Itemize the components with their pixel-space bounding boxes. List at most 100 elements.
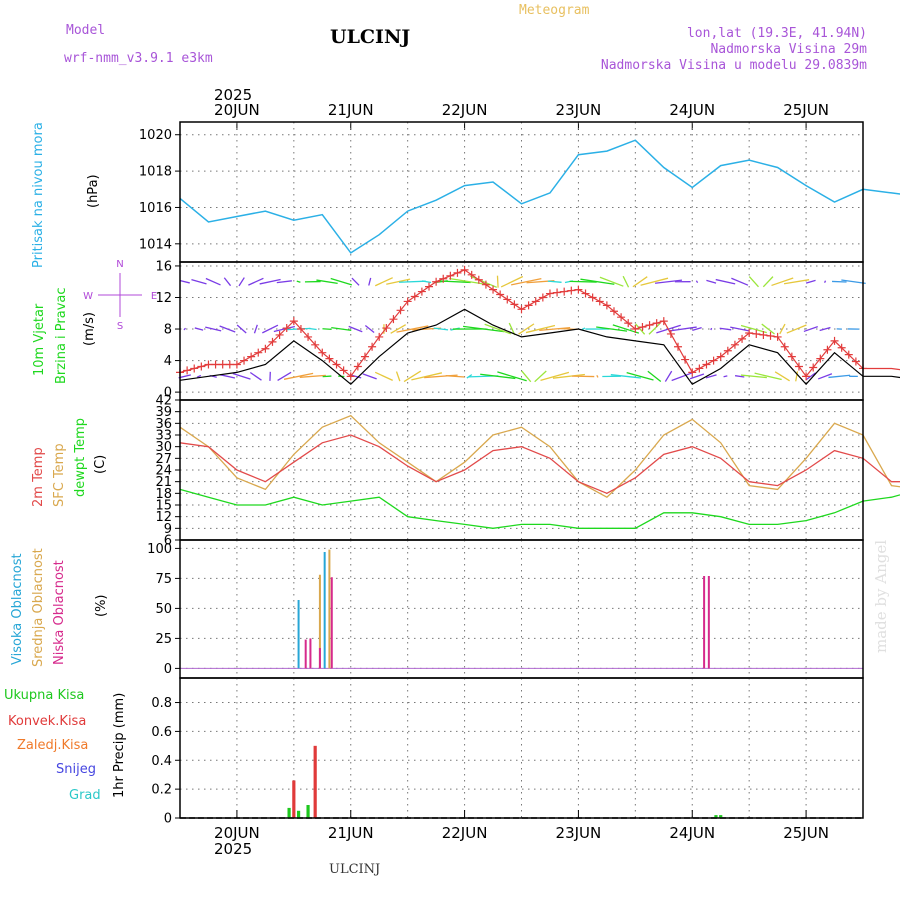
wind-arrow bbox=[539, 327, 571, 332]
wind-arrow bbox=[774, 371, 790, 382]
wind-arrow bbox=[259, 278, 281, 285]
wind-arrow bbox=[580, 278, 615, 285]
wind-arrow bbox=[368, 277, 372, 286]
gust-marker bbox=[467, 270, 476, 279]
gust-marker bbox=[674, 342, 683, 351]
wind-arrow bbox=[374, 371, 393, 381]
gust-marker bbox=[368, 342, 377, 351]
gust-marker bbox=[318, 348, 327, 357]
gust-marker bbox=[794, 362, 803, 371]
wind-arrow bbox=[196, 374, 202, 378]
wind-arrow bbox=[322, 375, 332, 378]
y-tick-label: 42 bbox=[155, 394, 172, 409]
gust-marker bbox=[830, 336, 839, 345]
y-tick-label: 12 bbox=[155, 291, 172, 306]
date-label: 25JUN bbox=[783, 824, 829, 842]
wind-arrow bbox=[547, 280, 562, 283]
pressure-line bbox=[179, 139, 900, 254]
wind-arrow bbox=[219, 325, 236, 333]
wind-arrow bbox=[761, 323, 775, 335]
gust-marker bbox=[702, 360, 711, 369]
wind-arrow bbox=[734, 375, 745, 378]
bottom-year-label: 2025 bbox=[214, 840, 252, 858]
gust-marker bbox=[510, 300, 519, 309]
wind-arrow bbox=[632, 276, 648, 288]
wind-arrow bbox=[715, 278, 736, 285]
gust-marker bbox=[617, 313, 626, 322]
gust-marker bbox=[197, 362, 206, 371]
y-tick-label: 25 bbox=[155, 632, 172, 647]
dewpt-title: dewpt Temp bbox=[73, 418, 88, 497]
wind-arrow bbox=[433, 327, 449, 331]
cloud-low-title: Niska Oblacnost bbox=[52, 560, 67, 665]
y-tick-label: 0.2 bbox=[151, 783, 172, 798]
date-label: 21JUN bbox=[328, 824, 374, 842]
date-label: 24JUN bbox=[669, 824, 715, 842]
elevation-label: Nadmorska Visina 29m bbox=[710, 42, 867, 57]
wind-arrow bbox=[500, 275, 524, 288]
wind-arrow bbox=[626, 372, 654, 381]
gust-marker bbox=[560, 287, 569, 296]
y-tick-label: 8 bbox=[164, 323, 172, 338]
wind-arrow bbox=[399, 280, 426, 283]
y-tick-label: 12 bbox=[155, 510, 172, 525]
wind-arrow bbox=[832, 280, 847, 283]
wind-arrow bbox=[668, 326, 697, 332]
wind-arrow bbox=[330, 277, 352, 286]
pressure-frame bbox=[179, 121, 864, 263]
date-label: 22JUN bbox=[442, 824, 488, 842]
wind-arrow bbox=[569, 280, 597, 283]
gust-marker bbox=[353, 362, 362, 371]
gust-marker bbox=[545, 289, 554, 298]
cloud-y-ticks: 0 25 50 75 100 bbox=[147, 542, 180, 677]
date-label: 25JUN bbox=[783, 101, 829, 119]
y-tick-label: 36 bbox=[155, 417, 172, 432]
wind-arrow bbox=[470, 275, 497, 288]
y-tick-label: 9 bbox=[164, 522, 172, 537]
y-tick-label: 1016 bbox=[139, 201, 172, 216]
gust-marker bbox=[289, 317, 298, 326]
gust-marker bbox=[773, 332, 782, 341]
wind-arrow bbox=[525, 324, 556, 334]
wind-arrow bbox=[374, 277, 393, 287]
gust-marker bbox=[311, 340, 320, 349]
gust-marker bbox=[211, 360, 220, 369]
wind-arrow bbox=[779, 323, 786, 335]
wind-arrow bbox=[599, 276, 624, 287]
wind-arrow bbox=[596, 374, 599, 378]
gust-marker bbox=[218, 360, 227, 369]
wind-arrow bbox=[612, 324, 640, 334]
wind-arrow bbox=[622, 275, 630, 288]
wind-arrow bbox=[786, 324, 807, 334]
wind-arrow bbox=[748, 276, 759, 288]
wind-arrow bbox=[439, 280, 471, 284]
wind-arrow bbox=[762, 276, 774, 288]
wind-arrow bbox=[308, 327, 317, 331]
gust-marker bbox=[396, 306, 405, 315]
gust-marker bbox=[766, 331, 775, 340]
wind-arrow bbox=[236, 324, 247, 334]
wind-arrow bbox=[823, 280, 827, 283]
wind-arrow bbox=[191, 278, 207, 285]
model-name: wrf-nmm_v3.9.1 e3km bbox=[64, 51, 213, 66]
gust-marker bbox=[410, 292, 419, 301]
wind-arrow bbox=[219, 374, 236, 379]
date-label: 23JUN bbox=[556, 101, 602, 119]
gust-marker bbox=[332, 360, 341, 369]
gust-marker bbox=[183, 366, 192, 375]
y-tick-label: 1018 bbox=[139, 165, 172, 180]
wind-arrow bbox=[262, 324, 279, 334]
wind-arrow bbox=[730, 326, 750, 332]
gust-marker bbox=[666, 329, 675, 338]
y-tick-label: 16 bbox=[155, 259, 172, 274]
wind-arrow bbox=[817, 373, 833, 380]
gust-marker bbox=[232, 360, 241, 369]
compass-s: S bbox=[117, 321, 123, 332]
wind-arrow bbox=[223, 277, 232, 287]
gust-marker bbox=[517, 305, 526, 314]
gust-marker bbox=[745, 328, 754, 337]
wind-arrow bbox=[610, 374, 641, 379]
gust-marker bbox=[816, 354, 825, 363]
